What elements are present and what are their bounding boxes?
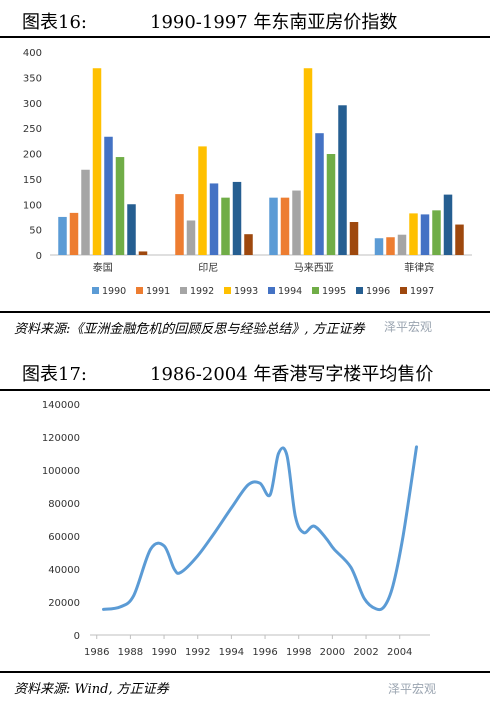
bar-1992-2 (292, 190, 301, 255)
bar-1990-0 (58, 216, 67, 255)
y-tick-label: 100000 (42, 466, 80, 477)
bar-1991-3 (386, 237, 395, 255)
x-tick-label: 1992 (185, 647, 210, 658)
figure16-title-text: 1990-1997 年东南亚房价指数 (150, 12, 398, 33)
legend-swatch-1997 (400, 287, 407, 294)
y-tick-label: 200 (23, 150, 42, 161)
bar-1993-3 (409, 213, 418, 255)
figure17-bottom-rule (0, 671, 490, 673)
bar-1997-3 (455, 224, 464, 255)
legend-swatch-1996 (356, 287, 363, 294)
bar-1993-2 (303, 68, 313, 256)
figure16-top-rule (0, 36, 490, 38)
bar-1997-1 (244, 234, 253, 255)
y-tick-label: 0 (36, 251, 42, 262)
y-tick-label: 120000 (42, 433, 80, 444)
bar-1991-2 (280, 197, 290, 255)
legend-label-1992: 1992 (190, 286, 214, 297)
y-tick-label: 250 (23, 124, 42, 135)
x-tick-label: 1988 (118, 647, 143, 658)
y-tick-label: 20000 (48, 598, 80, 609)
bar-1992-0 (81, 169, 90, 255)
x-category-label: 菲律宾 (404, 261, 434, 274)
legend-label-1995: 1995 (322, 286, 346, 297)
x-category-label: 马来西亚 (294, 262, 334, 274)
x-tick-label: 1998 (286, 647, 311, 658)
figure17-top-rule (0, 389, 490, 391)
y-tick-label: 80000 (48, 499, 80, 510)
x-category-label: 印尼 (198, 262, 218, 274)
figure16-title: 图表16: 1990-1997 年东南亚房价指数 (0, 8, 490, 36)
figure17-source: 资料来源: Wind, 方正证券 (14, 682, 169, 697)
x-category-label: 泰国 (93, 261, 113, 274)
x-tick-label: 2000 (320, 647, 345, 658)
bar-1997-2 (349, 222, 359, 255)
legend-label-1990: 1990 (102, 286, 126, 297)
bar-1996-2 (338, 105, 347, 255)
y-tick-label: 0 (74, 631, 80, 642)
bar-1991-1 (175, 194, 184, 255)
bar-1994-0 (104, 136, 113, 255)
legend-label-1991: 1991 (146, 286, 170, 297)
legend-label-1997: 1997 (410, 286, 434, 297)
legend-label-1994: 1994 (278, 286, 302, 297)
bar-1996-0 (127, 204, 136, 255)
x-tick-label: 1990 (151, 647, 176, 658)
y-tick-label: 50 (29, 226, 42, 237)
legend-label-1996: 1996 (366, 286, 390, 297)
legend-swatch-1992 (180, 287, 187, 294)
figure16-source: 资料来源:《亚洲金融危机的回顾反思与经验总结》, 方正证券 (14, 322, 365, 337)
figure17-label: 图表17: (22, 364, 87, 385)
bar-1995-3 (432, 210, 441, 255)
legend-swatch-1990 (92, 287, 99, 294)
legend-swatch-1994 (268, 287, 275, 294)
bar-1995-0 (115, 157, 125, 255)
bar-1992-1 (186, 220, 196, 255)
legend-label-1993: 1993 (234, 286, 258, 297)
bar-1994-3 (420, 214, 430, 255)
y-tick-label: 140000 (42, 400, 80, 411)
line-chart: 0 20000 40000 60000 80000 100000 120000 140000 1… (42, 400, 430, 658)
bar-1996-3 (443, 194, 453, 255)
legend-swatch-1993 (224, 287, 231, 294)
bar-chart: 0 50 100 150 200 250 300 350 400 泰国 印尼 马来西亚 菲律宾 1990 1… (23, 48, 472, 297)
legend-swatch-1991 (136, 287, 143, 294)
watermark-2: 泽平宏观 (388, 682, 437, 696)
figure17-title: 图表17: 1986-2004 年香港写字楼平均售价 (0, 360, 490, 388)
y-tick-label: 300 (23, 99, 42, 110)
bar-1995-2 (326, 154, 336, 255)
y-tick-label: 100 (23, 200, 42, 211)
y-tick-label: 60000 (48, 532, 80, 543)
legend-swatch-1995 (312, 287, 319, 294)
x-tick-label: 2002 (353, 647, 378, 658)
bar-1991-0 (69, 212, 79, 255)
bar-1993-0 (92, 68, 102, 256)
y-tick-label: 150 (23, 175, 42, 186)
x-tick-label: 1996 (252, 647, 277, 658)
y-tick-label: 350 (23, 73, 42, 84)
bar-1994-1 (209, 183, 219, 255)
watermark-1: 泽平宏观 (384, 320, 433, 334)
figure17-title-text: 1986-2004 年香港写字楼平均售价 (150, 364, 434, 385)
y-tick-label: 400 (23, 48, 42, 59)
y-tick-label: 40000 (48, 565, 80, 576)
x-tick-label: 2004 (387, 647, 412, 658)
x-tick-label: 1986 (84, 647, 109, 658)
figure16-bottom-rule (0, 311, 490, 313)
figure16-label: 图表16: (22, 12, 87, 33)
bar-1990-2 (269, 197, 278, 255)
bar-1994-2 (315, 133, 324, 255)
bar-1997-0 (138, 251, 148, 255)
x-tick-label: 1994 (219, 647, 244, 658)
bar-1992-3 (397, 234, 407, 255)
bar-1996-1 (232, 181, 242, 255)
bar-1990-3 (374, 238, 384, 255)
bar-1995-1 (221, 197, 230, 255)
price-line (102, 445, 418, 612)
bar-1993-1 (198, 146, 207, 255)
